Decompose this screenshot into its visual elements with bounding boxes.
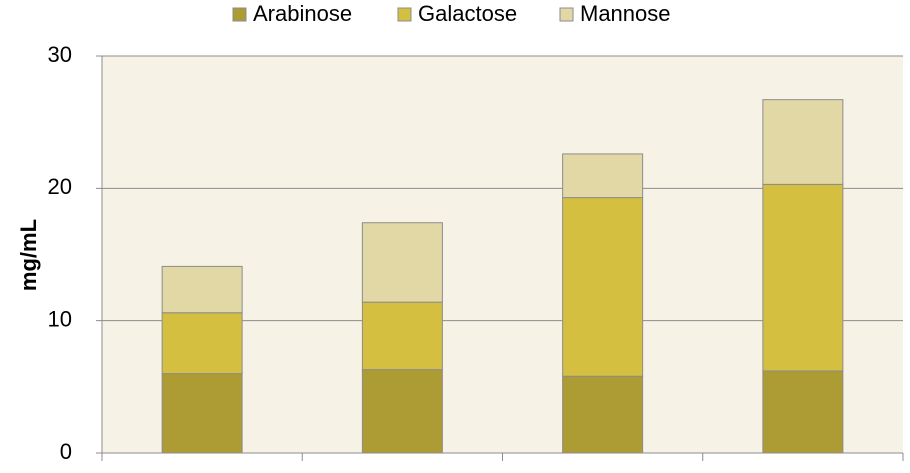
bar-segment <box>762 370 844 454</box>
legend-swatch <box>397 7 412 22</box>
bar-segment <box>361 222 443 303</box>
bar-segment <box>161 373 243 454</box>
bar-segment <box>762 183 844 372</box>
y-tick-label: 10 <box>48 306 72 331</box>
y-axis-label: mg/mL <box>16 219 41 291</box>
bar-segment <box>161 312 243 375</box>
legend-swatch <box>232 7 247 22</box>
legend-swatch <box>559 7 574 22</box>
legend-label: Arabinose <box>253 1 352 26</box>
bar-segment <box>562 197 644 377</box>
bar-segment <box>361 369 443 454</box>
y-tick-label: 20 <box>48 174 72 199</box>
bar-segment <box>562 375 644 454</box>
y-tick-label: 30 <box>48 42 72 67</box>
legend-label: Galactose <box>418 1 517 26</box>
bar-segment <box>361 301 443 371</box>
legend-label: Mannose <box>580 1 671 26</box>
bar-segment <box>762 99 844 185</box>
bar-segment <box>161 265 243 314</box>
y-tick-label: 0 <box>60 439 72 464</box>
bar-segment <box>562 153 644 199</box>
